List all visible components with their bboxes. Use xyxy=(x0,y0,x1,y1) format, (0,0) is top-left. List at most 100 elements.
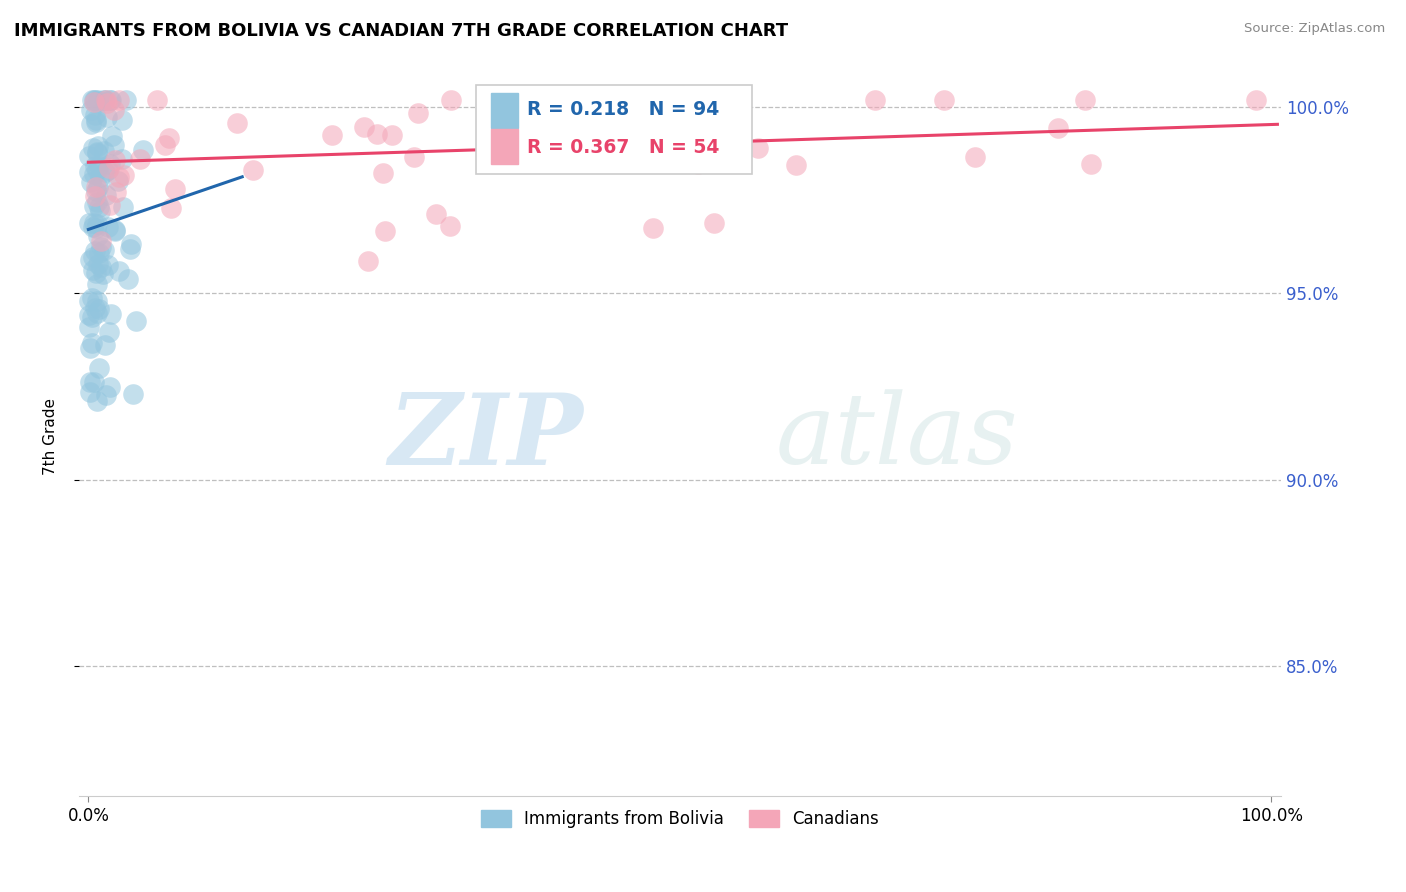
Immigrants from Bolivia xyxy=(115,93,138,107)
Immigrants from Bolivia xyxy=(87,245,110,260)
Immigrants from Bolivia xyxy=(96,110,118,124)
Canadians xyxy=(84,180,107,194)
Text: R = 0.218   N = 94: R = 0.218 N = 94 xyxy=(527,100,720,120)
Legend: Immigrants from Bolivia, Canadians: Immigrants from Bolivia, Canadians xyxy=(474,803,886,835)
Immigrants from Bolivia xyxy=(86,162,108,177)
Bar xyxy=(491,94,517,128)
Immigrants from Bolivia xyxy=(111,200,134,214)
Canadians xyxy=(1246,93,1268,107)
Immigrants from Bolivia xyxy=(86,180,108,194)
Canadians xyxy=(155,137,177,152)
Immigrants from Bolivia xyxy=(131,143,153,157)
Canadians xyxy=(408,106,430,120)
Canadians xyxy=(404,150,426,164)
Canadians xyxy=(932,93,955,107)
Text: ZIP: ZIP xyxy=(389,389,583,485)
Canadians xyxy=(1080,157,1102,171)
Immigrants from Bolivia xyxy=(93,244,115,258)
Immigrants from Bolivia xyxy=(86,145,108,160)
Immigrants from Bolivia xyxy=(103,138,125,153)
Canadians xyxy=(83,95,105,110)
Canadians xyxy=(112,169,135,183)
Immigrants from Bolivia xyxy=(86,393,108,408)
Immigrants from Bolivia xyxy=(89,169,111,184)
Immigrants from Bolivia xyxy=(90,260,112,274)
Immigrants from Bolivia xyxy=(98,93,121,107)
Immigrants from Bolivia xyxy=(86,294,108,309)
Canadians xyxy=(104,153,127,167)
Immigrants from Bolivia xyxy=(82,219,104,234)
Canadians xyxy=(105,185,128,199)
Canadians xyxy=(703,216,725,230)
Canadians xyxy=(103,103,125,118)
Text: atlas: atlas xyxy=(776,389,1019,484)
Immigrants from Bolivia xyxy=(86,146,108,161)
Immigrants from Bolivia xyxy=(93,93,115,107)
Immigrants from Bolivia xyxy=(125,313,148,327)
Immigrants from Bolivia xyxy=(82,263,104,277)
Immigrants from Bolivia xyxy=(111,152,134,166)
Immigrants from Bolivia xyxy=(79,293,101,308)
Immigrants from Bolivia xyxy=(107,174,129,188)
Immigrants from Bolivia xyxy=(91,267,114,281)
Immigrants from Bolivia xyxy=(83,199,105,213)
Immigrants from Bolivia xyxy=(82,335,104,350)
Immigrants from Bolivia xyxy=(87,200,110,214)
FancyBboxPatch shape xyxy=(475,85,752,175)
Canadians xyxy=(159,201,181,215)
Canadians xyxy=(686,116,709,130)
Canadians xyxy=(353,120,375,135)
Immigrants from Bolivia xyxy=(77,216,100,230)
Canadians xyxy=(439,219,461,233)
Canadians xyxy=(425,207,447,221)
Text: R = 0.367   N = 54: R = 0.367 N = 54 xyxy=(527,137,720,157)
Immigrants from Bolivia xyxy=(84,301,107,315)
Immigrants from Bolivia xyxy=(87,139,110,153)
Canadians xyxy=(146,93,169,107)
Canadians xyxy=(98,161,121,175)
Immigrants from Bolivia xyxy=(86,217,108,231)
Immigrants from Bolivia xyxy=(84,184,107,198)
Canadians xyxy=(90,234,112,248)
Immigrants from Bolivia xyxy=(100,93,122,107)
Immigrants from Bolivia xyxy=(97,258,120,272)
Canadians xyxy=(550,93,572,107)
Canadians xyxy=(668,93,690,107)
Text: Source: ZipAtlas.com: Source: ZipAtlas.com xyxy=(1244,22,1385,36)
Canadians xyxy=(965,150,987,164)
Canadians xyxy=(439,93,461,107)
Immigrants from Bolivia xyxy=(80,175,103,189)
Canadians xyxy=(357,253,380,268)
Immigrants from Bolivia xyxy=(89,204,111,219)
Immigrants from Bolivia xyxy=(79,165,101,179)
Immigrants from Bolivia xyxy=(86,194,108,209)
Immigrants from Bolivia xyxy=(79,342,101,356)
Immigrants from Bolivia xyxy=(79,384,101,399)
Immigrants from Bolivia xyxy=(118,242,141,256)
Immigrants from Bolivia xyxy=(87,93,110,107)
Canadians xyxy=(226,116,249,130)
Canadians xyxy=(381,128,404,142)
Bar xyxy=(491,129,517,163)
Immigrants from Bolivia xyxy=(98,379,121,393)
Immigrants from Bolivia xyxy=(97,219,120,234)
Canadians xyxy=(716,120,738,135)
Immigrants from Bolivia xyxy=(93,93,115,107)
Immigrants from Bolivia xyxy=(93,164,115,178)
Immigrants from Bolivia xyxy=(121,386,143,401)
Immigrants from Bolivia xyxy=(80,291,103,305)
Immigrants from Bolivia xyxy=(84,220,107,235)
Canadians xyxy=(96,96,118,111)
Immigrants from Bolivia xyxy=(82,250,104,264)
Immigrants from Bolivia xyxy=(83,376,105,390)
Immigrants from Bolivia xyxy=(84,114,107,128)
Immigrants from Bolivia xyxy=(111,112,134,127)
Immigrants from Bolivia xyxy=(103,224,125,238)
Canadians xyxy=(128,152,150,166)
Immigrants from Bolivia xyxy=(84,159,107,173)
Immigrants from Bolivia xyxy=(83,216,105,230)
Immigrants from Bolivia xyxy=(100,129,122,144)
Canadians xyxy=(374,224,396,238)
Immigrants from Bolivia xyxy=(93,144,115,158)
Immigrants from Bolivia xyxy=(83,93,105,107)
